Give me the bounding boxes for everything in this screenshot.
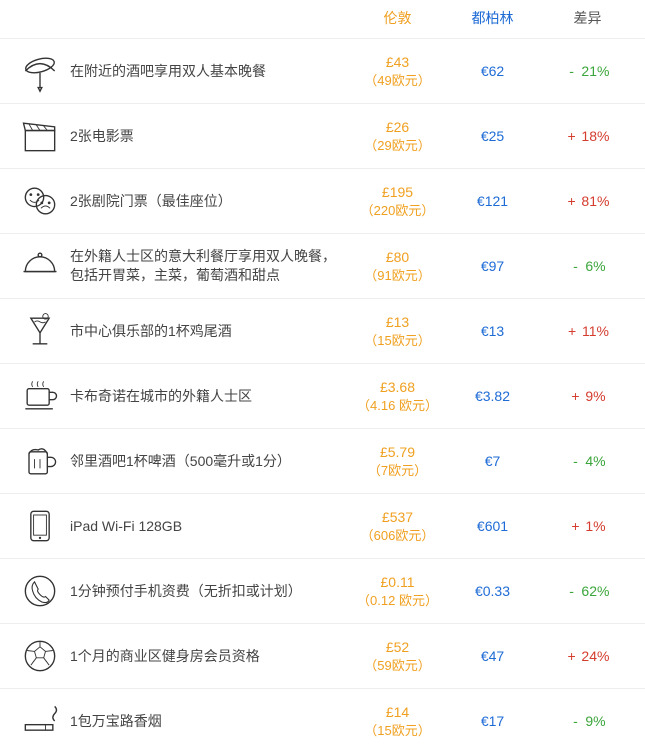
phone-icon [10, 569, 70, 613]
tablet-icon [10, 504, 70, 548]
table-row: 1分钟预付手机资费（无折扣或计划） £0.11 （0.12 欧元） €0.33 … [0, 558, 645, 623]
header-diff: 差异 [540, 8, 635, 28]
coffee-icon [10, 374, 70, 418]
item-label: 在外籍人士区的意大利餐厅享用双人晚餐，包括开胃菜，主菜，葡萄酒和甜点 [70, 247, 350, 285]
price-dublin: €13 [445, 323, 540, 339]
item-label: 在附近的酒吧享用双人基本晚餐 [70, 62, 350, 81]
item-label: 卡布奇诺在城市的外籍人士区 [70, 387, 350, 406]
table-row: 在外籍人士区的意大利餐厅享用双人晚餐，包括开胃菜，主菜，葡萄酒和甜点 £80 （… [0, 233, 645, 298]
price-london: £80 （91欧元） [350, 249, 445, 284]
item-label: 1个月的商业区健身房会员资格 [70, 647, 350, 666]
price-diff: + 18% [540, 128, 635, 144]
price-diff: + 9% [540, 388, 635, 404]
item-label: 2张剧院门票（最佳座位） [70, 192, 350, 211]
price-dublin: €97 [445, 258, 540, 274]
price-diff: - 9% [540, 713, 635, 729]
header-city-2: 都柏林 [445, 8, 540, 28]
price-london: £26 （29欧元） [350, 119, 445, 154]
price-dublin: €3.82 [445, 388, 540, 404]
item-label: 1包万宝路香烟 [70, 712, 350, 731]
price-london: £3.68 （4.16 欧元） [350, 379, 445, 414]
soccer-icon [10, 634, 70, 678]
price-dublin: €601 [445, 518, 540, 534]
price-dublin: €0.33 [445, 583, 540, 599]
cocktail-icon [10, 309, 70, 353]
clapper-icon [10, 114, 70, 158]
item-label: 1分钟预付手机资费（无折扣或计划） [70, 582, 350, 601]
table-row: 市中心俱乐部的1杯鸡尾酒 £13 （15欧元） €13 + 11% [0, 298, 645, 363]
item-label: 2张电影票 [70, 127, 350, 146]
table-row: 邻里酒吧1杯啤酒（500毫升或1分） £5.79 （7欧元） €7 - 4% [0, 428, 645, 493]
price-dublin: €7 [445, 453, 540, 469]
price-diff: + 81% [540, 193, 635, 209]
item-label: 市中心俱乐部的1杯鸡尾酒 [70, 322, 350, 341]
price-london: £195 （220欧元） [350, 184, 445, 219]
price-dublin: €47 [445, 648, 540, 664]
price-london: £13 （15欧元） [350, 314, 445, 349]
item-label: iPad Wi-Fi 128GB [70, 517, 350, 536]
price-dublin: €25 [445, 128, 540, 144]
price-dublin: €121 [445, 193, 540, 209]
price-london: £52 （59欧元） [350, 639, 445, 674]
price-london: £14 （15欧元） [350, 704, 445, 739]
price-diff: + 24% [540, 648, 635, 664]
table-row: 1包万宝路香烟 £14 （15欧元） €17 - 9% [0, 688, 645, 753]
table-row: 1个月的商业区健身房会员资格 £52 （59欧元） €47 + 24% [0, 623, 645, 688]
table-row: 在附近的酒吧享用双人基本晚餐 £43 （49欧元） €62 - 21% [0, 38, 645, 103]
table-row: iPad Wi-Fi 128GB £537 （606欧元） €601 + 1% [0, 493, 645, 558]
header-city-1: 伦敦 [350, 8, 445, 28]
item-label: 邻里酒吧1杯啤酒（500毫升或1分） [70, 452, 350, 471]
price-diff: - 62% [540, 583, 635, 599]
sausage-icon [10, 49, 70, 93]
price-diff: - 21% [540, 63, 635, 79]
masks-icon [10, 179, 70, 223]
price-london: £5.79 （7欧元） [350, 444, 445, 479]
price-london: £43 （49欧元） [350, 54, 445, 89]
price-diff: + 11% [540, 323, 635, 339]
table-row: 2张电影票 £26 （29欧元） €25 + 18% [0, 103, 645, 168]
price-diff: - 4% [540, 453, 635, 469]
table-header: 伦敦 都柏林 差异 [0, 0, 645, 38]
price-diff: - 6% [540, 258, 635, 274]
table-row: 2张剧院门票（最佳座位） £195 （220欧元） €121 + 81% [0, 168, 645, 233]
table-row: 卡布奇诺在城市的外籍人士区 £3.68 （4.16 欧元） €3.82 + 9% [0, 363, 645, 428]
beer-icon [10, 439, 70, 483]
price-comparison-table: 伦敦 都柏林 差异 在附近的酒吧享用双人基本晚餐 £43 （49欧元） €62 … [0, 0, 645, 753]
price-dublin: €62 [445, 63, 540, 79]
cloche-icon [10, 244, 70, 288]
price-london: £0.11 （0.12 欧元） [350, 574, 445, 609]
cigarette-icon [10, 699, 70, 743]
price-dublin: €17 [445, 713, 540, 729]
price-london: £537 （606欧元） [350, 509, 445, 544]
price-diff: + 1% [540, 518, 635, 534]
